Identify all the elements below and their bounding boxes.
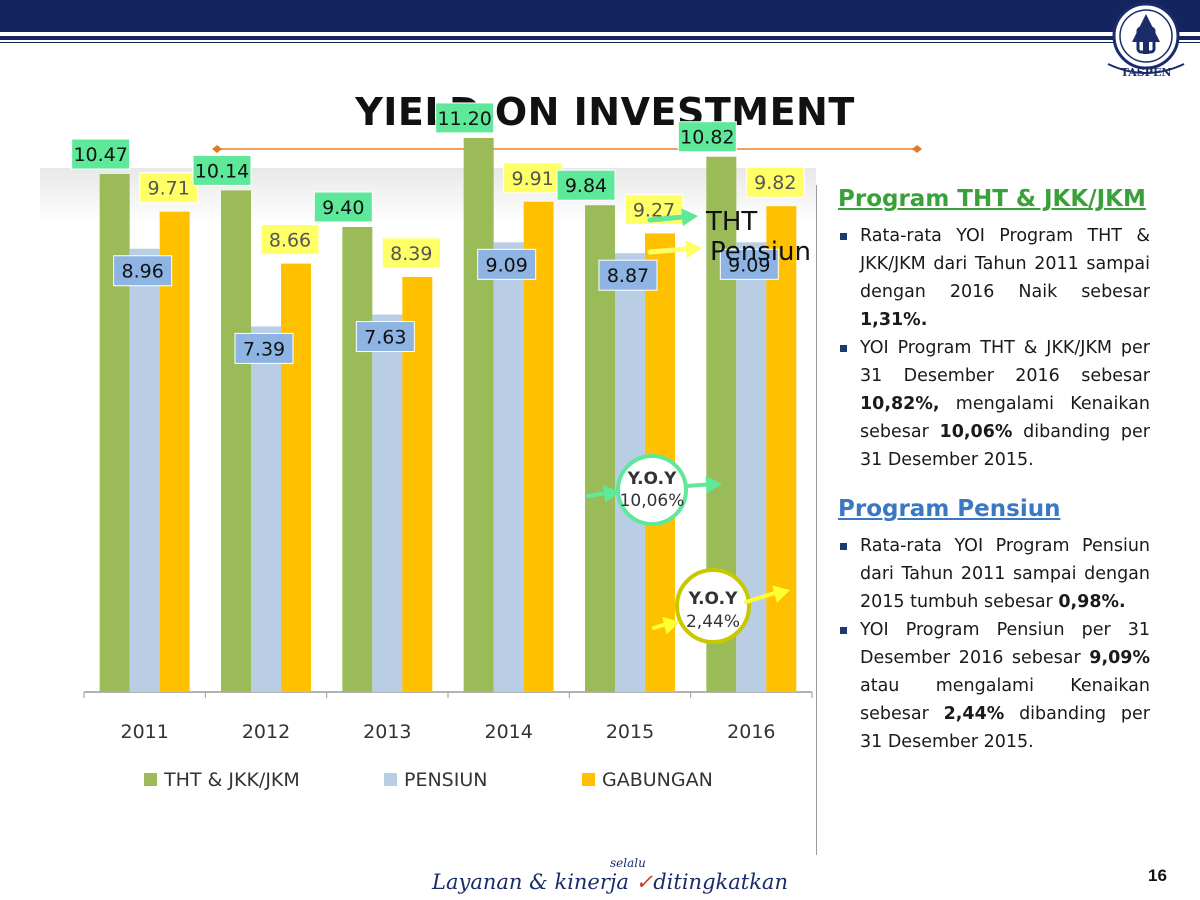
pensiun-bullet-1: Rata-rata YOI Program Pensiun dari Tahun…: [838, 532, 1150, 616]
footer-tagline: selalu Layanan & kinerja ✓ditingkatkan: [432, 856, 788, 900]
header-rule-thin: [0, 42, 1200, 43]
logo-text: TASPEN: [1121, 66, 1172, 79]
info-panel: Program THT & JKK/JKM Rata-rata YOI Prog…: [838, 186, 1150, 756]
data-label-box-0-2016: [677, 121, 737, 153]
yoy-tht-circle: [616, 454, 688, 526]
pensiun-bullets: Rata-rata YOI Program Pensiun dari Tahun…: [838, 532, 1150, 756]
data-label-box-1-2014: [477, 248, 537, 280]
pensiun-key-arrow-head: [685, 240, 702, 259]
data-label-box-2-2011: [139, 172, 199, 204]
data-label-0-2011: 10.47: [73, 144, 127, 166]
data-label-1-2014: 9.09: [486, 254, 528, 276]
data-label-box-1-2012: [234, 332, 294, 364]
header-bar: [0, 0, 1200, 32]
panel-divider: [816, 185, 817, 855]
x-tick-label-2012: 2012: [242, 721, 290, 743]
yoy-pensiun-arrow-in-head: [662, 616, 680, 635]
bar-2-2011: [159, 211, 190, 692]
x-tick-label-2014: 2014: [484, 721, 532, 743]
data-label-box-0-2015: [556, 169, 616, 201]
data-label-box-1-2011: [113, 255, 173, 287]
footer-text: Layanan & kinerja ✓ditingkatkan: [432, 870, 788, 894]
data-label-box-2-2012: [260, 224, 320, 256]
tht-bullet-2: YOI Program THT & JKK/JKM per 31 Desembe…: [838, 334, 1150, 474]
x-tick-label-2013: 2013: [363, 721, 411, 743]
data-label-box-2-2013: [381, 237, 441, 269]
data-label-1-2015: 8.87: [607, 265, 649, 287]
data-label-box-0-2014: [435, 102, 495, 134]
legend-label-0: THT & JKK/JKM: [163, 769, 300, 791]
x-tick-label-2011: 2011: [120, 721, 168, 743]
data-label-1-2016: 9.09: [728, 254, 770, 276]
data-label-1-2013: 7.63: [364, 327, 406, 349]
bar-1-2011: [129, 248, 160, 693]
legend-label-2: GABUNGAN: [602, 769, 713, 791]
data-label-1-2011: 8.96: [122, 261, 164, 283]
bar-1-2014: [493, 242, 524, 693]
bar-1-2012: [251, 326, 281, 692]
data-label-1-2012: 7.39: [243, 338, 285, 360]
tht-bullets: Rata-rata YOI Program THT & JKK/JKM dari…: [838, 222, 1150, 474]
data-label-box-0-2012: [192, 154, 252, 186]
yoy-pensiun-label: Y.O.Y: [688, 589, 738, 609]
data-label-0-2013: 9.40: [322, 197, 364, 219]
heading-pensiun: Program Pensiun: [838, 496, 1061, 522]
heading-tht: Program THT & JKK/JKM: [838, 186, 1146, 212]
yoy-tht-arrow-in-head: [603, 485, 620, 503]
data-label-2-2013: 8.39: [390, 243, 432, 265]
bar-0-2012: [221, 190, 251, 692]
page-number: 16: [1148, 866, 1167, 885]
yoy-tht-value: 10,06%: [620, 491, 685, 511]
header-rule: [0, 36, 1200, 40]
data-label-0-2016: 10.82: [680, 127, 734, 149]
data-label-box-1-2016: [719, 248, 779, 280]
data-label-box-0-2011: [71, 138, 131, 170]
pensiun-key-arrow-shaft: [647, 245, 695, 255]
data-label-box-2-2016: [745, 166, 805, 198]
data-label-box-2-2014: [503, 162, 563, 194]
pensiun-bullet-2: YOI Program Pensiun per 31 Desember 2016…: [838, 616, 1150, 756]
yoy-pensiun-circle: [675, 568, 751, 644]
tht-key-arrow-shaft: [647, 213, 691, 223]
tht-key-label: THT: [705, 207, 757, 237]
bar-2-2012: [281, 263, 311, 692]
bar-0-2014: [463, 137, 494, 692]
tht-key-arrow-head: [681, 208, 698, 227]
pensiun-key-label: Pensiun: [710, 237, 811, 267]
x-tick-label-2015: 2015: [606, 721, 654, 743]
data-label-0-2014: 11.20: [437, 108, 491, 130]
x-tick-label-2016: 2016: [727, 721, 775, 743]
data-label-box-0-2013: [313, 191, 373, 223]
bar-0-2011: [99, 174, 130, 693]
bar-2-2014: [523, 201, 554, 692]
data-label-box-1-2015: [598, 259, 658, 291]
tht-bullet-1: Rata-rata YOI Program THT & JKK/JKM dari…: [838, 222, 1150, 334]
data-label-2-2014: 9.91: [512, 168, 554, 190]
bar-1-2013: [372, 314, 403, 692]
data-label-0-2012: 10.14: [195, 160, 249, 182]
yoy-pensiun-arrow-out-head: [772, 585, 790, 603]
legend-label-1: PENSIUN: [404, 769, 487, 791]
title-underline: [212, 145, 922, 153]
data-label-0-2015: 9.84: [565, 175, 607, 197]
legend-swatch-2: [582, 773, 595, 786]
yoy-tht-arrow-out-head: [705, 475, 722, 494]
data-label-2-2011: 9.71: [148, 178, 190, 200]
yoy-tht-label: Y.O.Y: [627, 469, 677, 489]
yield-bar-chart: 2011 2012 2013 2014 2015 201610.478.969.7110.…: [71, 102, 813, 791]
footer-accent: selalu: [610, 856, 646, 870]
data-label-2-2015: 9.27: [633, 199, 675, 221]
legend-swatch-1: [384, 773, 397, 786]
yoy-pensiun-value: 2,44%: [686, 612, 740, 632]
data-label-2-2016: 9.82: [754, 172, 796, 194]
data-label-2-2012: 8.66: [269, 230, 311, 252]
data-label-box-1-2013: [355, 321, 415, 353]
bar-0-2013: [342, 226, 373, 692]
legend-swatch-0: [144, 773, 157, 786]
taspen-logo: TASPEN: [1107, 2, 1185, 79]
bar-2-2016: [766, 206, 797, 693]
